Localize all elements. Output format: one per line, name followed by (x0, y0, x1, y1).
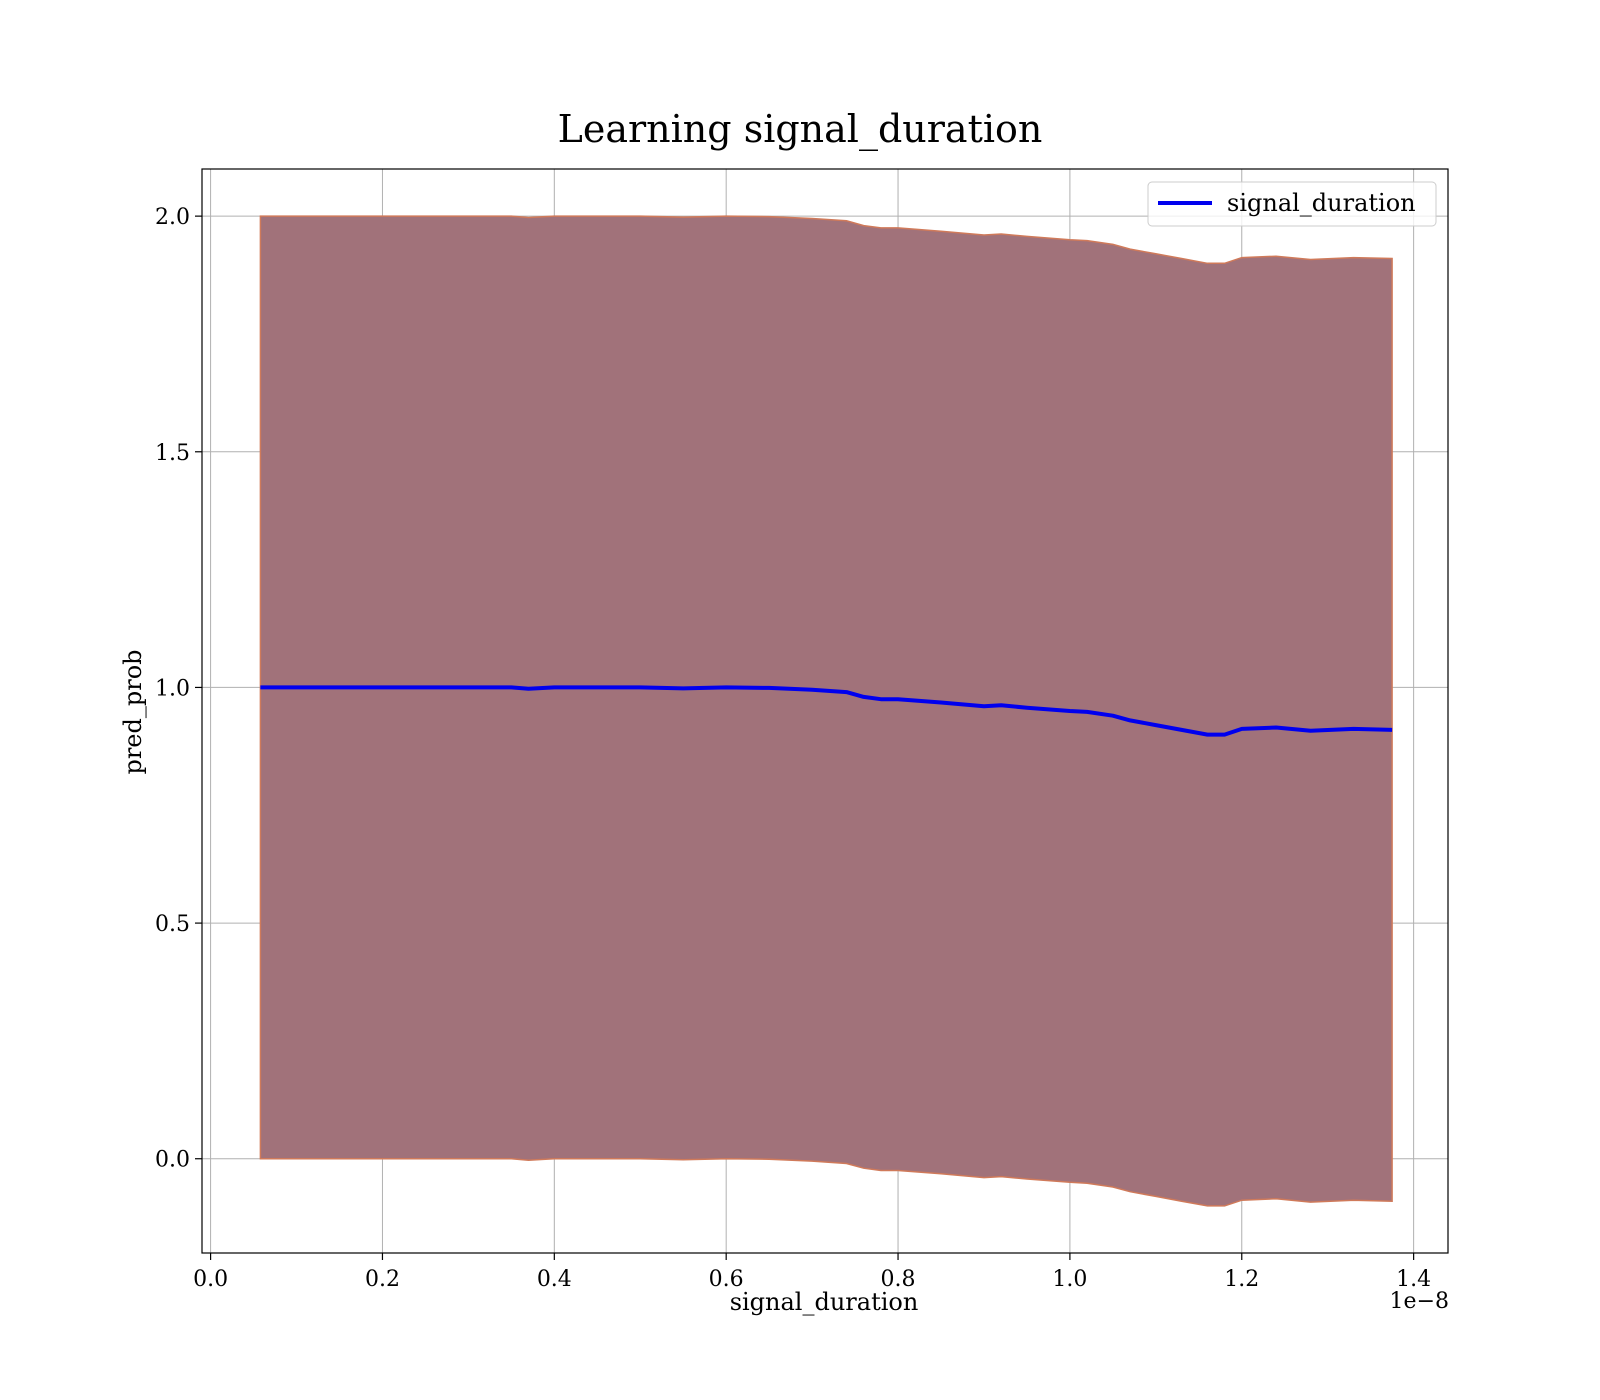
y-tick-label: 0.0 (155, 1148, 190, 1173)
y-tick-label: 1.5 (155, 441, 190, 466)
y-axis-ticks: 0.0 0.5 1.0 1.5 2.0 (155, 205, 202, 1173)
x-tick-label: 1.2 (1224, 1267, 1259, 1292)
legend-label-signal-duration: signal_duration (1227, 189, 1416, 217)
series-line-signal-duration (260, 685, 1393, 737)
band-area (259, 215, 1393, 1207)
series-lines (260, 685, 1393, 737)
y-tick-label: 2.0 (155, 205, 190, 230)
legend-box (1147, 181, 1437, 227)
confidence-band (259, 215, 1393, 1207)
x-tick-label: 0.0 (193, 1267, 228, 1292)
y-tick-label: 0.5 (155, 912, 190, 937)
legend: signal_duration (1147, 181, 1437, 227)
chart-title: Learning signal_duration (558, 107, 1043, 152)
x-tick-label: 1.0 (1052, 1267, 1087, 1292)
x-tick-label: 0.4 (537, 1267, 572, 1292)
x-axis-label: signal_duration (730, 1288, 919, 1316)
x-tick-label: 1.4 (1396, 1267, 1431, 1292)
x-axis-ticks: 0.0 0.2 0.4 0.6 0.8 1.0 1.2 1.4 (193, 1253, 1431, 1292)
y-tick-label: 1.0 (155, 676, 190, 701)
plot-area-frame (201, 168, 1449, 1254)
x-axis-offset-label: 1e−8 (1390, 1289, 1449, 1314)
x-tick-label: 0.2 (365, 1267, 400, 1292)
y-axis-label: pred_prob (119, 649, 147, 774)
x-tick-label: 0.6 (709, 1267, 744, 1292)
x-tick-label: 0.8 (881, 1267, 916, 1292)
